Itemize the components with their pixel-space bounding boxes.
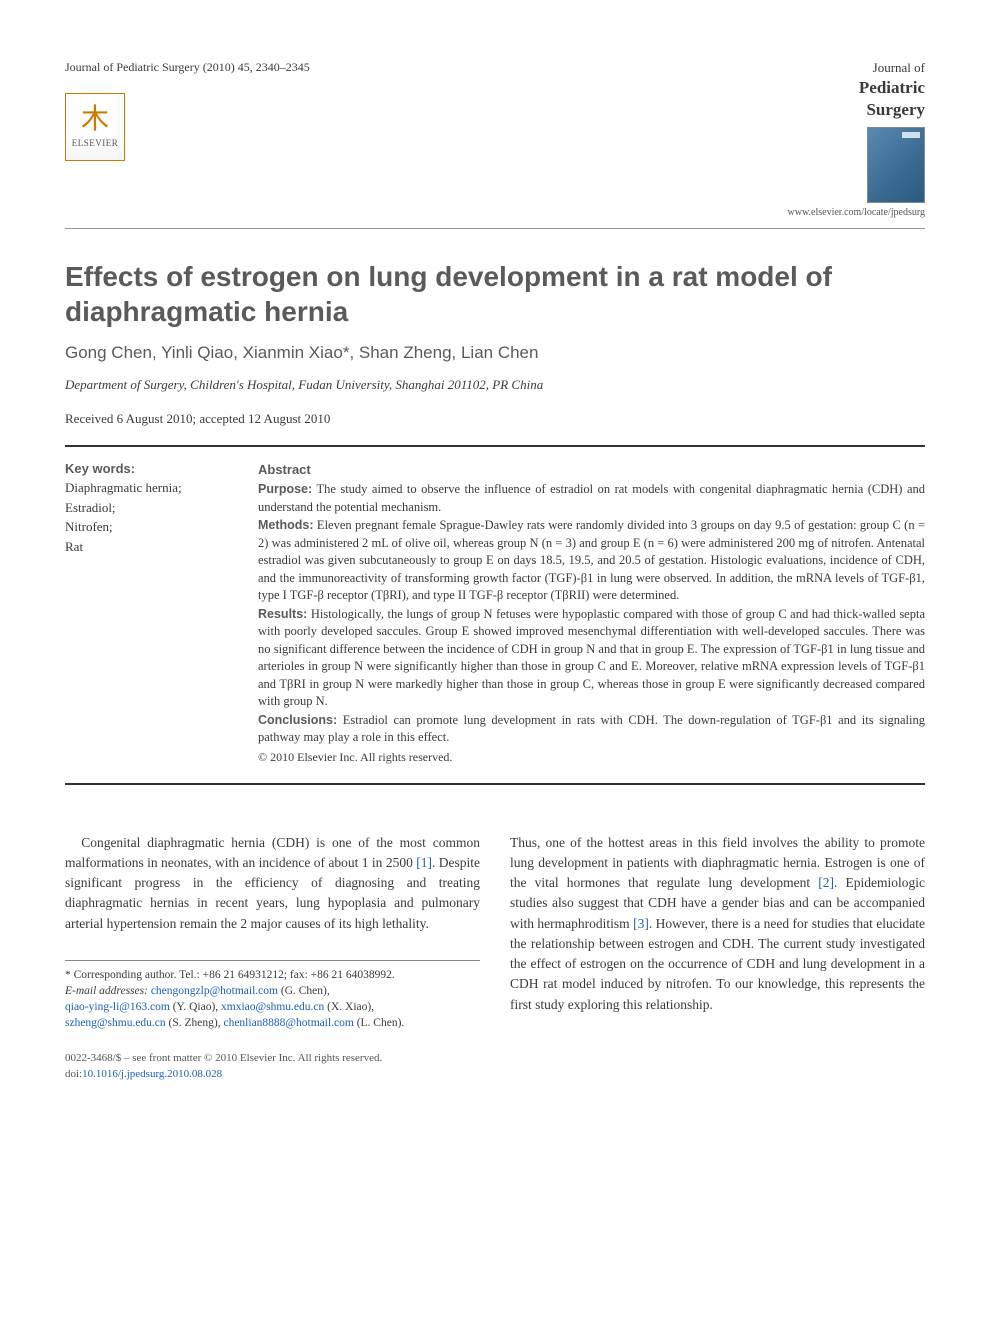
email-link[interactable]: xmxiao@shmu.edu.cn [221, 1001, 324, 1013]
journal-cover-thumbnail [867, 127, 925, 203]
keyword-item: Nitrofen; [65, 517, 230, 537]
body-column-right: Thus, one of the hottest areas in this f… [510, 833, 925, 1082]
publisher-name: ELSEVIER [72, 138, 119, 148]
abstract-conclusions: Conclusions: Estradiol can promote lung … [258, 712, 925, 747]
ref-link[interactable]: [1] [416, 855, 432, 870]
ref-link[interactable]: [3] [633, 916, 649, 931]
purpose-label: Purpose: [258, 482, 312, 496]
email-link[interactable]: chenlian8888@hotmail.com [223, 1017, 353, 1029]
email-link[interactable]: chengongzlp@hotmail.com [151, 985, 278, 997]
journal-name-line3: Surgery [788, 99, 925, 121]
methods-label: Methods: [258, 518, 314, 532]
email-link[interactable]: szheng@shmu.edu.cn [65, 1017, 166, 1029]
ref-link[interactable]: [2] [818, 875, 834, 890]
authors-text: Gong Chen, Yinli Qiao, Xianmin Xiao*, Sh… [65, 343, 538, 362]
email-who: (S. Zheng), [166, 1017, 224, 1029]
doi-line: doi:10.1016/j.jpedsurg.2010.08.028 [65, 1067, 480, 1082]
keywords-column: Key words: Diaphragmatic hernia; Estradi… [65, 461, 230, 766]
article-title: Effects of estrogen on lung development … [65, 259, 925, 329]
footnotes: * Corresponding author. Tel.: +86 21 649… [65, 960, 480, 1031]
journal-name-line1: Journal of [788, 60, 925, 77]
journal-name-line2: Pediatric [788, 77, 925, 99]
affiliation: Department of Surgery, Children's Hospit… [65, 377, 925, 393]
keywords-heading: Key words: [65, 461, 230, 476]
header-rule [65, 228, 925, 229]
abstract-block: Key words: Diaphragmatic hernia; Estradi… [65, 453, 925, 776]
abstract-methods: Methods: Eleven pregnant female Sprague-… [258, 517, 925, 605]
page-header: Journal of Pediatric Surgery (2010) 45, … [65, 60, 925, 218]
article-dates: Received 6 August 2010; accepted 12 Augu… [65, 411, 925, 427]
header-right: Journal of Pediatric Surgery www.elsevie… [788, 60, 925, 218]
keywords-list: Diaphragmatic hernia; Estradiol; Nitrofe… [65, 478, 230, 556]
author-list: Gong Chen, Yinli Qiao, Xianmin Xiao*, Sh… [65, 343, 925, 363]
email-addresses: E-mail addresses: chengongzlp@hotmail.co… [65, 983, 480, 1031]
header-left: Journal of Pediatric Surgery (2010) 45, … [65, 60, 310, 161]
elsevier-logo: ⽊ ELSEVIER [65, 93, 125, 161]
conclusions-label: Conclusions: [258, 713, 337, 727]
abstract-purpose: Purpose: The study aimed to observe the … [258, 481, 925, 516]
abstract-bottom-rule [65, 783, 925, 785]
body-column-left: Congenital diaphragmatic hernia (CDH) is… [65, 833, 480, 1082]
results-text: Histologically, the lungs of group N fet… [258, 607, 925, 709]
intro-paragraph-1: Congenital diaphragmatic hernia (CDH) is… [65, 833, 480, 934]
front-matter-line: 0022-3468/$ – see front matter © 2010 El… [65, 1051, 480, 1066]
purpose-text: The study aimed to observe the influence… [258, 482, 925, 514]
journal-citation: Journal of Pediatric Surgery (2010) 45, … [65, 60, 310, 75]
intro-paragraph-2: Thus, one of the hottest areas in this f… [510, 833, 925, 1015]
keyword-item: Estradiol; [65, 498, 230, 518]
abstract-heading: Abstract [258, 461, 925, 479]
journal-brand: Journal of Pediatric Surgery [788, 60, 925, 121]
body-text: Congenital diaphragmatic hernia (CDH) is… [65, 833, 925, 1082]
document-footer: 0022-3468/$ – see front matter © 2010 El… [65, 1051, 480, 1082]
email-link[interactable]: qiao-ying-li@163.com [65, 1001, 170, 1013]
methods-text: Eleven pregnant female Sprague-Dawley ra… [258, 518, 925, 602]
email-who: (Y. Qiao), [170, 1001, 221, 1013]
tree-icon: ⽊ [81, 106, 109, 134]
email-who: (G. Chen), [278, 985, 330, 997]
journal-url: www.elsevier.com/locate/jpedsurg [788, 207, 925, 218]
keyword-item: Rat [65, 537, 230, 557]
abstract-top-rule [65, 445, 925, 447]
doi-label: doi: [65, 1068, 82, 1080]
email-label: E-mail addresses: [65, 985, 151, 997]
email-who: (X. Xiao), [324, 1001, 374, 1013]
abstract-column: Abstract Purpose: The study aimed to obs… [258, 461, 925, 766]
keyword-item: Diaphragmatic hernia; [65, 478, 230, 498]
email-who: (L. Chen). [354, 1017, 404, 1029]
abstract-results: Results: Histologically, the lungs of gr… [258, 606, 925, 711]
conclusions-text: Estradiol can promote lung development i… [258, 713, 925, 745]
corresponding-author-note: * Corresponding author. Tel.: +86 21 649… [65, 967, 480, 983]
results-label: Results: [258, 607, 307, 621]
abstract-copyright: © 2010 Elsevier Inc. All rights reserved… [258, 749, 925, 766]
doi-link[interactable]: 10.1016/j.jpedsurg.2010.08.028 [82, 1068, 222, 1080]
